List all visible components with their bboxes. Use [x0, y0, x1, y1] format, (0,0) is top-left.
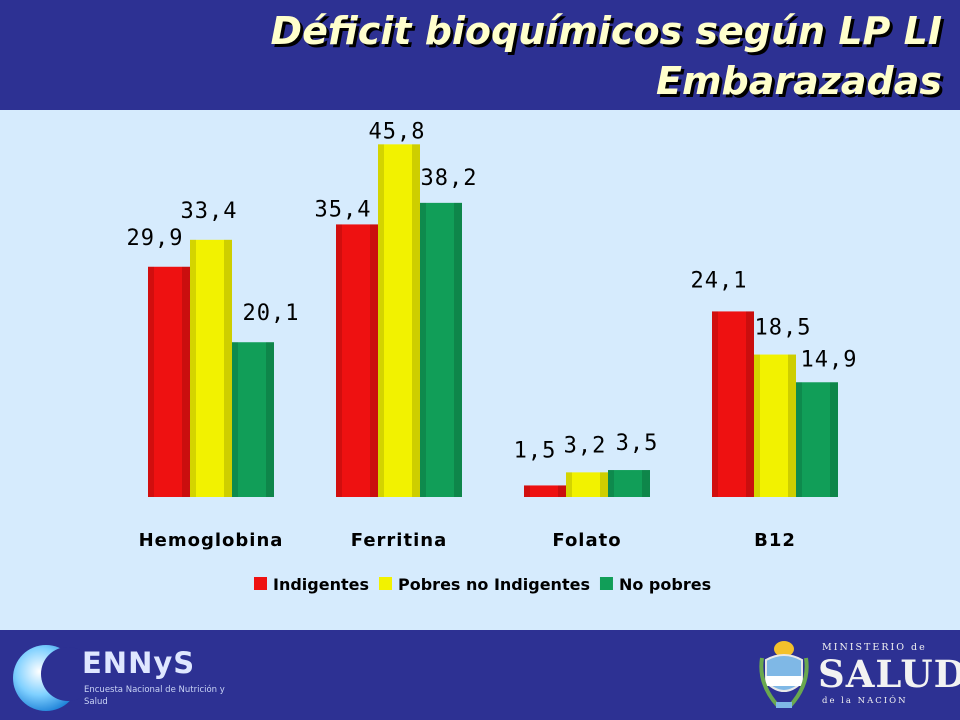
data-label: 18,5 — [755, 316, 812, 341]
bar-shade — [746, 311, 754, 497]
bar-shade — [232, 342, 238, 497]
bar-shade — [830, 382, 838, 497]
legend-label: Pobres no Indigentes — [398, 575, 590, 594]
bar-shade — [754, 354, 760, 497]
data-label: 45,8 — [369, 119, 426, 144]
bar-chart: 29,933,4 20,1 Hemoglobina 35,4 45,8 38,2 Ferri… — [127, 119, 858, 594]
ministerio-label: MINISTERIO de — [822, 642, 927, 653]
bar-shade — [796, 382, 802, 497]
data-label: 1,5 — [514, 438, 557, 463]
bar-shade — [266, 342, 274, 497]
legend-label: No pobres — [619, 575, 711, 594]
bar — [232, 342, 274, 497]
ministerio-salud-logo: MINISTERIO de SALUD de la NACIÓN — [756, 636, 960, 716]
legend-swatch — [379, 577, 392, 590]
bar — [566, 472, 608, 497]
ennys-moon-icon — [13, 645, 82, 711]
data-label: 24,1 — [691, 268, 748, 293]
bar-shade — [566, 472, 572, 497]
data-label: 29,9 — [127, 226, 184, 251]
nacion-label: de la NACIÓN — [822, 696, 908, 706]
bar-shade — [642, 470, 650, 497]
legend-label: Indigentes — [273, 575, 369, 594]
bar-shade — [336, 224, 342, 498]
ennys-wordmark: ENNyS — [82, 646, 196, 680]
bar — [378, 144, 420, 497]
data-label: 35,4 — [315, 197, 372, 222]
bar — [754, 354, 796, 497]
bar-shade — [608, 470, 614, 497]
title-line-1: Déficit bioquímicos según LP LI — [270, 9, 942, 53]
bar-shade — [148, 266, 154, 497]
bar-shade — [224, 239, 232, 497]
page-title: Déficit bioquímicos según LP LI Embaraza… — [271, 6, 942, 106]
ennys-logo: ENNyS Encuesta Nacional de Nutrición y S… — [10, 640, 240, 715]
title-banner: Déficit bioquímicos según LP LI Embaraza… — [0, 0, 960, 110]
bar — [712, 311, 754, 497]
ennys-subtitle: Encuesta Nacional de Nutrición y Salud — [84, 685, 225, 707]
bar — [148, 266, 190, 497]
category-label: Folato — [552, 530, 621, 551]
category-label: Hemoglobina — [139, 530, 284, 551]
bar — [524, 485, 566, 497]
salud-label: SALUD — [818, 652, 960, 696]
coat-of-arms-icon — [759, 641, 809, 708]
bar-shade — [788, 354, 796, 497]
bar-shade — [712, 311, 718, 497]
bar-shade — [378, 144, 384, 497]
bar — [608, 470, 650, 497]
data-label: 38,2 — [421, 166, 478, 191]
bar-shade — [370, 224, 378, 498]
bar-shade — [558, 485, 566, 497]
bar-shade — [524, 485, 530, 497]
category-label: Ferritina — [351, 530, 447, 551]
data-label: 20,1 — [243, 301, 300, 326]
category-label: B12 — [754, 530, 796, 551]
bar-shade — [182, 266, 190, 497]
data-label: 33,4 — [181, 199, 238, 224]
bar-shade — [454, 202, 462, 498]
bar — [420, 202, 462, 498]
bar — [796, 382, 838, 497]
bar-shade — [412, 144, 420, 497]
bar-shade — [600, 472, 608, 497]
bar — [336, 224, 378, 498]
data-label: 14,9 — [801, 347, 858, 372]
legend-swatch — [599, 577, 613, 590]
data-label: 3,2 — [564, 433, 607, 458]
title-line-2: Embarazadas — [655, 59, 942, 103]
data-label: 3,5 — [616, 431, 659, 456]
legend-swatch — [254, 577, 267, 590]
bar-shade — [420, 202, 426, 498]
bar-shade — [190, 239, 196, 497]
bar — [190, 239, 232, 497]
